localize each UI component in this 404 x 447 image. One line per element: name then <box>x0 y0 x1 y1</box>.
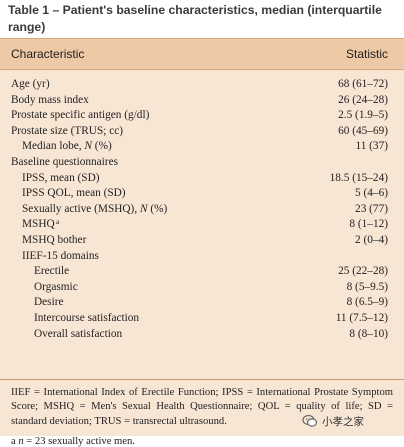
table-row: Age (yr) 68 (61–72) <box>0 77 404 93</box>
row-label: Body mass index <box>11 93 89 106</box>
row-label: IPSS QOL, mean (SD) <box>22 187 126 200</box>
table-row: Erectile 25 (22–28) <box>0 264 404 280</box>
row-label: Prostate specific antigen (g/dl) <box>11 109 150 122</box>
row-label: Overall satisfaction <box>34 327 123 340</box>
row-label: MSHQ bother <box>22 233 87 246</box>
table-caption: Table 1 – Patient's baseline characteris… <box>8 3 382 34</box>
row-label: Desire <box>34 296 64 309</box>
row-label: Median lobe, N (%) <box>22 140 112 153</box>
row-value: 8 (5–9.5) <box>346 280 388 293</box>
table-row: Intercourse satisfaction 11 (7.5–12) <box>0 311 404 327</box>
row-value: 26 (24–28) <box>338 93 388 106</box>
table-header: Characteristic Statistic <box>0 38 404 70</box>
row-value: 23 (77) <box>355 202 388 215</box>
footnote-a-text: n = 23 sexually active men. <box>18 436 135 447</box>
table-row: Overall satisfaction 8 (8–10) <box>0 327 404 343</box>
table-row: Median lobe, N (%) 11 (37) <box>0 139 404 155</box>
watermark: 小孝之家 <box>302 411 364 431</box>
wechat-icon <box>302 414 318 427</box>
table-row: Sexually active (MSHQ), N (%) 23 (77) <box>0 202 404 218</box>
table-panel: Characteristic Statistic Age (yr) 68 (61–… <box>0 38 404 447</box>
row-label: Age (yr) <box>11 78 50 90</box>
table-row: Body mass index 26 (24–28) <box>0 93 404 109</box>
row-value: 2.5 (1.9–5) <box>338 109 388 122</box>
row-label: MSHQ <box>22 218 55 231</box>
watermark-text: 小孝之家 <box>322 415 364 428</box>
table-row: Desire 8 (6.5–9) <box>0 295 404 311</box>
table-row: Prostate size (TRUS; cc) 60 (45–69) <box>0 124 404 140</box>
table-row: MSHQ a 8 (1–12) <box>0 217 404 233</box>
row-label: Erectile <box>34 265 70 278</box>
row-value: 11 (37) <box>355 140 388 153</box>
row-value: 5 (4–6) <box>355 187 388 200</box>
row-label: Sexually active (MSHQ), N (%) <box>22 202 168 215</box>
table-row: IPSS, mean (SD) 18.5 (15–24) <box>0 171 404 187</box>
row-value: 8 (1–12) <box>349 218 388 231</box>
table-body: Age (yr) 68 (61–72) Body mass index 26 (24–… <box>0 77 404 342</box>
row-value: 11 (7.5–12) <box>335 311 388 324</box>
table-row: Orgasmic 8 (5–9.5) <box>0 280 404 296</box>
footnote-a-mark: a <box>11 436 16 447</box>
row-label: Orgasmic <box>34 280 78 293</box>
footnote-a: a n = 23 sexually active men. <box>11 436 135 447</box>
table-row: Baseline questionnaires <box>0 155 404 171</box>
footnote-divider <box>0 379 404 380</box>
row-label-sup: a <box>56 217 60 227</box>
header-characteristic: Characteristic <box>11 47 85 61</box>
table-row: MSHQ bother 2 (0–4) <box>0 233 404 249</box>
footnote-abbreviations: IIEF = International Index of Erectile F… <box>11 387 393 427</box>
row-label: IPSS, mean (SD) <box>22 171 100 184</box>
table-row: IPSS QOL, mean (SD) 5 (4–6) <box>0 186 404 202</box>
row-label: IIEF-15 domains <box>22 249 99 262</box>
table-row: Prostate specific antigen (g/dl) 2.5 (1.9… <box>0 108 404 124</box>
row-value: 8 (6.5–9) <box>346 296 388 309</box>
header-statistic: Statistic <box>345 47 388 61</box>
row-label: Intercourse satisfaction <box>34 311 140 324</box>
row-value: 60 (45–69) <box>338 124 388 137</box>
row-label: Prostate size (TRUS; cc) <box>11 124 123 137</box>
row-value: 68 (61–72) <box>338 78 388 90</box>
row-value: 18.5 (15–24) <box>329 171 388 184</box>
row-value: 8 (8–10) <box>349 327 388 340</box>
row-label: Baseline questionnaires <box>11 155 118 168</box>
row-value: 2 (0–4) <box>355 233 388 246</box>
row-value: 25 (22–28) <box>338 265 388 278</box>
table-row: IIEF-15 domains <box>0 249 404 265</box>
